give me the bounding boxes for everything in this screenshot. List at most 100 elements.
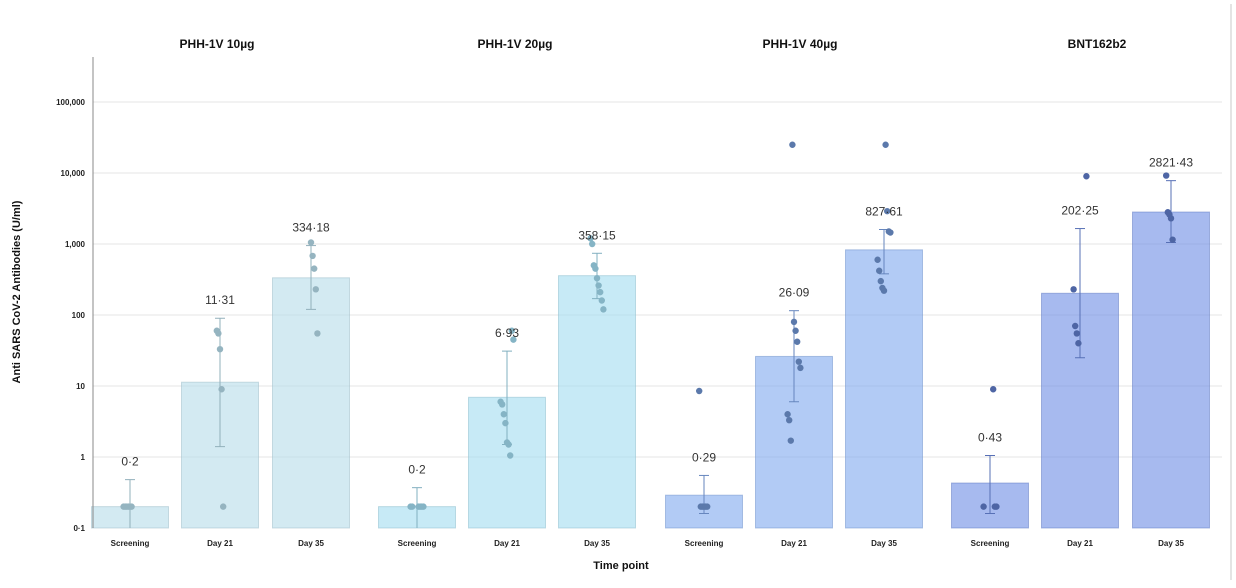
data-point	[784, 411, 791, 418]
data-point	[704, 503, 711, 510]
data-label: 0·2	[121, 455, 139, 469]
data-point	[307, 239, 315, 246]
data-label: 0·2	[408, 463, 426, 477]
data-point	[220, 503, 227, 510]
data-point	[993, 503, 1000, 510]
bars	[91, 211, 1210, 529]
x-tick-label: Day 35	[871, 539, 897, 548]
data-point	[309, 252, 316, 260]
data-label: 358·15	[578, 228, 616, 242]
panel-title: PHH-1V 20µg	[478, 37, 553, 51]
data-point	[587, 235, 594, 242]
data-point	[789, 141, 796, 148]
data-point	[420, 503, 427, 510]
x-tick-label: Day 35	[1158, 539, 1184, 548]
data-point	[314, 330, 321, 337]
x-tick-label: Day 21	[207, 539, 233, 548]
data-point	[597, 288, 604, 296]
data-label: 0·29	[692, 450, 716, 464]
data-point	[1083, 173, 1090, 180]
data-point	[792, 327, 799, 334]
y-axis-title: Anti SARS CoV-2 Antibodies (U/ml)	[11, 200, 23, 383]
data-point	[508, 327, 515, 334]
data-point	[1163, 172, 1170, 179]
data-points	[120, 141, 1176, 510]
data-point	[877, 277, 884, 285]
data-point	[598, 297, 605, 304]
data-point	[980, 503, 987, 510]
data-point	[882, 141, 889, 148]
bar	[272, 277, 350, 529]
y-tick-label: 10	[76, 382, 85, 391]
data-point	[589, 240, 596, 248]
data-point	[794, 338, 801, 345]
data-labels: 0·2 11·31 334·18 0·2 6·93 358·15 0·29 26·09 827·…	[121, 156, 1193, 477]
panel-title: PHH-1V 10µg	[180, 37, 255, 51]
data-label: 202·25	[1061, 204, 1099, 218]
y-tick-label: 0·1	[73, 524, 85, 533]
data-point	[1072, 322, 1079, 330]
data-label: 827·61	[865, 205, 903, 219]
error-bars	[125, 180, 1176, 528]
data-point	[1169, 236, 1176, 243]
data-point	[600, 306, 607, 313]
data-point	[499, 401, 506, 408]
data-point	[128, 503, 135, 510]
panel-title: PHH-1V 40µg	[763, 37, 838, 51]
bar	[845, 249, 923, 529]
data-point	[218, 386, 225, 393]
data-point	[312, 286, 319, 293]
data-point	[216, 345, 224, 353]
data-point	[876, 267, 883, 274]
x-tick-label: Screening	[111, 539, 150, 548]
x-tick-label: Day 21	[781, 539, 807, 548]
data-point	[887, 229, 894, 236]
data-point	[595, 282, 602, 289]
bar	[558, 275, 636, 529]
data-point	[500, 411, 507, 418]
data-point	[311, 265, 318, 272]
data-label: 6·93	[495, 326, 519, 340]
x-tick-label: Day 35	[584, 539, 610, 548]
x-tick-label: Screening	[971, 539, 1010, 548]
data-point	[502, 419, 509, 427]
data-point	[1070, 286, 1077, 293]
data-point	[1075, 340, 1082, 347]
data-point	[593, 274, 601, 282]
data-point	[1073, 330, 1081, 337]
data-point	[790, 318, 798, 326]
x-tick-label: Screening	[685, 539, 724, 548]
bar	[1132, 211, 1210, 529]
data-point	[592, 265, 599, 272]
data-label: 0·43	[978, 430, 1002, 444]
tick-labels: 0·1 1 10 100 1,000 10,000 100,000 Screening Day …	[56, 98, 1184, 548]
data-point	[505, 441, 512, 448]
x-axis-title: Time point	[593, 560, 649, 572]
data-point	[409, 503, 416, 510]
panel-titles: PHH-1V 10µg PHH-1V 20µg PHH-1V 40µg BNT162b…	[180, 37, 1127, 51]
x-tick-label: Day 21	[494, 539, 520, 548]
data-point	[786, 416, 793, 424]
x-tick-label: Day 21	[1067, 539, 1093, 548]
data-point	[990, 386, 997, 393]
data-label: 11·31	[205, 293, 235, 307]
panel-title: BNT162b2	[1068, 37, 1127, 51]
x-tick-label: Day 35	[298, 539, 324, 548]
data-point	[797, 364, 804, 372]
y-tick-label: 100,000	[56, 98, 85, 107]
y-tick-label: 1,000	[65, 240, 86, 249]
data-label: 2821·43	[1149, 156, 1193, 170]
y-tick-label: 100	[72, 311, 86, 320]
data-point	[215, 330, 222, 337]
y-tick-label: 10,000	[61, 169, 86, 178]
data-point	[1167, 215, 1175, 222]
data-point	[787, 437, 794, 444]
data-point	[507, 452, 514, 459]
data-point	[874, 256, 881, 263]
data-point	[795, 358, 802, 365]
data-point	[510, 336, 517, 343]
data-point	[884, 207, 891, 215]
y-tick-label: 1	[81, 453, 86, 462]
